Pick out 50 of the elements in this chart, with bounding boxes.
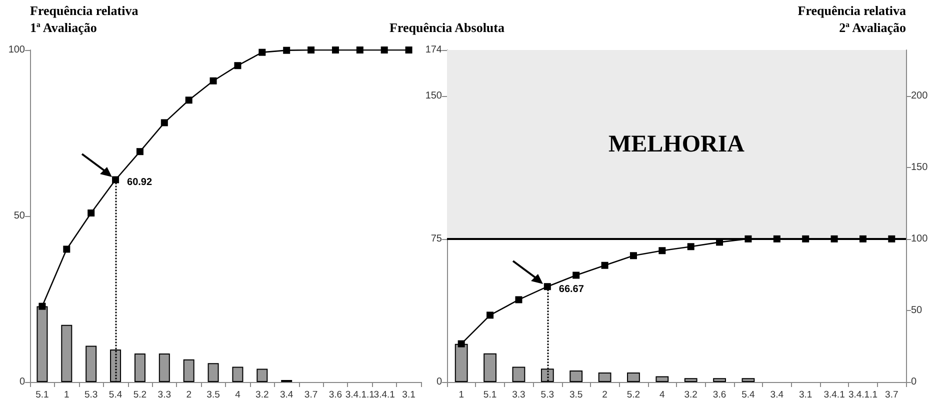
y-tick-label: 100 (8, 44, 26, 56)
y-tick-label: 0 (19, 376, 26, 388)
y-tick-label: 174 (425, 44, 442, 56)
x-tick-label: 5.1 (36, 390, 49, 400)
x-tick-label: 3.4.1 (374, 390, 395, 400)
y2-tick-label: 200 (911, 90, 928, 102)
x-tick-label: 5.1 (483, 390, 497, 400)
y-axis-title: Frequência Absoluta (390, 20, 505, 35)
x-tick-label: 3.7 (304, 390, 318, 400)
x-tick-label: 5.4 (108, 390, 122, 400)
x-tick-label: 5.2 (626, 390, 640, 400)
x-tick-label: 1 (64, 390, 70, 400)
y2-tick-label: 100 (911, 233, 928, 244)
x-tick-label: 5.2 (133, 390, 147, 400)
x-tick-label: 3.3 (512, 390, 526, 400)
x-tick-label: 3.4.1 (824, 390, 845, 400)
y-tick-label: 150 (425, 90, 442, 102)
x-tick-label: 3.1 (798, 390, 812, 400)
y-axis-title: Frequência relativa 1ª Avaliação (30, 3, 139, 35)
y-tick-label: 75 (430, 233, 442, 244)
x-tick-label: 3.4 (280, 390, 294, 400)
x-tick-label: 4 (660, 390, 665, 400)
x-tick-label: 3.5 (569, 390, 583, 400)
y-tick-label: 0 (436, 376, 442, 388)
x-tick-label: 3.6 (712, 390, 726, 400)
y2-axis-title: Frequência relativa 2ª Avaliação (798, 3, 906, 35)
x-tick-label: 3.5 (206, 390, 220, 400)
data-label: 66.67 (558, 284, 584, 296)
x-tick-label: 3.4.1.1 (848, 390, 878, 400)
band-label: MELHORIA (608, 131, 746, 158)
y2-tick-label: 150 (911, 162, 928, 173)
x-tick-label: 3.3 (158, 390, 172, 400)
x-tick-label: 3.4 (770, 390, 784, 400)
x-tick-label: 3.7 (885, 390, 898, 400)
y-tick-label: 50 (14, 210, 26, 222)
x-tick-label: 5.4 (742, 390, 755, 400)
x-tick-label: 3.2 (256, 390, 269, 400)
x-tick-label: 3.1 (402, 390, 416, 400)
x-tick-label: 3.4.1.1 (345, 390, 374, 400)
x-tick-label: 4 (235, 390, 240, 400)
x-tick-label: 1 (458, 390, 464, 400)
x-tick-label: 3.6 (328, 390, 342, 400)
x-tick-label: 5.3 (84, 390, 98, 400)
x-tick-label: 5.3 (540, 390, 554, 400)
x-tick-label: 2 (186, 390, 192, 400)
x-tick-label: 2 (602, 390, 608, 400)
y2-tick-label: 0 (911, 376, 917, 388)
x-tick-label: 3.2 (684, 390, 698, 400)
y2-tick-label: 50 (911, 304, 923, 316)
data-label: 60.92 (127, 177, 152, 188)
